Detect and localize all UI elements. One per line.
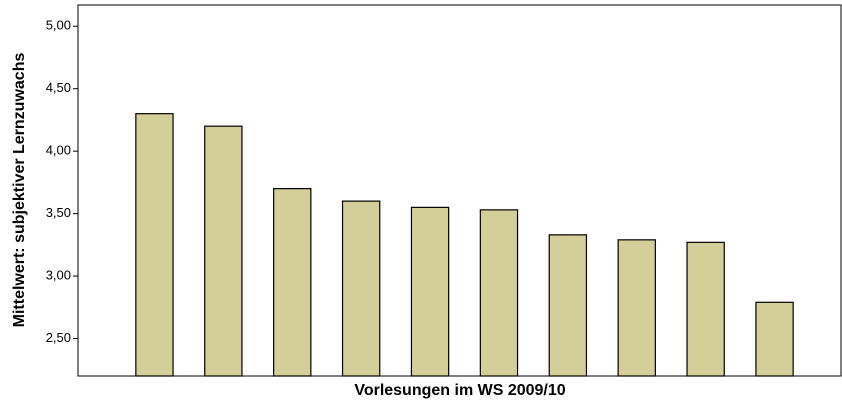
bar — [755, 301, 794, 377]
y-tick-label: 5,00 — [46, 18, 71, 33]
y-tick-label: 4,50 — [46, 80, 71, 95]
bar — [686, 241, 725, 377]
x-axis-label: Vorlesungen im WS 2009/10 — [354, 382, 565, 399]
y-tick-label: 4,00 — [46, 143, 71, 158]
y-tick-label: 2,50 — [46, 330, 71, 345]
bar — [204, 125, 243, 377]
bar — [617, 239, 656, 377]
y-axis-label: Mittelwert: subjektiver Lernzuwachs — [11, 53, 28, 328]
bar — [479, 209, 519, 377]
bar — [135, 113, 174, 377]
bar — [410, 206, 450, 377]
plot-frame — [77, 4, 842, 377]
y-tick-label: 3,50 — [46, 205, 71, 220]
y-tick-label: 3,00 — [46, 268, 71, 283]
bar — [341, 200, 381, 377]
bar — [273, 188, 312, 377]
bar — [548, 234, 588, 377]
